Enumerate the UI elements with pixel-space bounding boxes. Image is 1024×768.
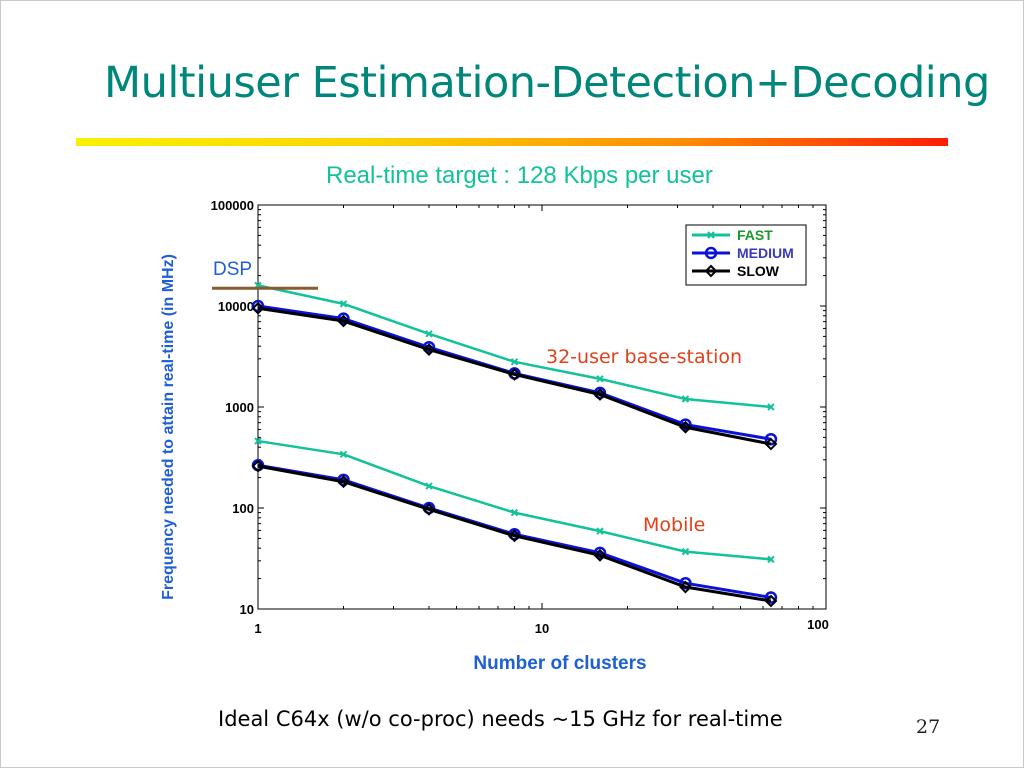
- y-tick-label: 1000: [225, 400, 254, 415]
- series-slow-base-station: [251, 301, 778, 451]
- marker-diamond: [422, 343, 436, 357]
- marker-stroke: [767, 403, 775, 411]
- legend-item-fast: FAST: [692, 227, 773, 243]
- x-tick-label: 10: [535, 621, 549, 636]
- marker-x: [425, 482, 433, 490]
- legend-label: FAST: [737, 227, 773, 243]
- marker-diamond: [337, 475, 350, 489]
- series-line: [257, 304, 772, 441]
- y-tick-label: 100000: [211, 198, 254, 213]
- marker-diamond: [251, 459, 265, 473]
- marker-x: [510, 508, 519, 517]
- series-slow-mobile: [251, 459, 778, 608]
- slide-title: Multiuser Estimation-Detection+Decoding: [104, 58, 990, 108]
- footnote: Ideal C64x (w/o co-proc) needs ~15 GHz f…: [218, 707, 783, 731]
- marker-stroke: [339, 300, 348, 308]
- annotations: DSP 32-user base-station Mobile: [212, 259, 742, 536]
- series-line: [257, 464, 772, 603]
- marker-x: [254, 437, 262, 445]
- marker-x: [767, 403, 775, 411]
- title-gradient-bar: [76, 138, 948, 146]
- marker-diamond: [679, 420, 692, 434]
- marker-x: [339, 300, 348, 308]
- marker-diamond: [508, 529, 521, 543]
- marker-x: [339, 450, 348, 459]
- marker-x: [510, 358, 519, 366]
- marker-stroke: [596, 527, 604, 535]
- marker-stroke: [425, 330, 433, 338]
- y-tick-label: 10000: [218, 299, 254, 314]
- base-station-label: 32-user base-station: [546, 346, 742, 368]
- marker-stroke: [339, 450, 348, 459]
- marker-x: [596, 375, 604, 383]
- marker-circle: [764, 591, 778, 604]
- y-axis-label: Frequency needed to attain real-time (in…: [160, 254, 177, 600]
- marker-diamond: [508, 368, 521, 381]
- series-medium-base-station: [251, 299, 778, 446]
- marker-circle: [251, 299, 265, 313]
- legend-label: SLOW: [737, 263, 780, 279]
- marker-diamond: [764, 594, 778, 608]
- marker-diamond: [593, 388, 607, 401]
- legend-item-medium: MEDIUM: [692, 245, 794, 261]
- marker-diamond: [422, 502, 436, 516]
- series-line: [257, 306, 772, 446]
- marker-circle: [764, 432, 778, 446]
- x-tick-label: 1: [254, 621, 261, 636]
- marker-diamond: [593, 548, 607, 562]
- marker-stroke: [510, 508, 519, 517]
- marker-stroke: [707, 231, 715, 239]
- marker-circle: [337, 312, 350, 325]
- legend-item-slow: SLOW: [692, 263, 780, 279]
- marker-diamond: [251, 301, 265, 315]
- dsp-label: DSP: [213, 259, 252, 280]
- y-tick-label: 10: [240, 602, 254, 617]
- marker-stroke: [767, 555, 775, 564]
- marker-circle: [704, 246, 718, 260]
- marker-diamond: [337, 314, 350, 328]
- marker-x: [707, 231, 715, 239]
- marker-stroke: [425, 482, 433, 490]
- marker-x: [425, 330, 433, 338]
- marker-stroke: [681, 395, 690, 403]
- marker-stroke: [510, 358, 519, 366]
- series-fast-base-station: [254, 281, 775, 411]
- marker-x: [681, 395, 690, 403]
- marker-diamond: [704, 264, 718, 278]
- page-number: 27: [916, 716, 941, 738]
- legend: FAST MEDIUM SLOW: [685, 224, 807, 286]
- marker-x: [767, 555, 775, 564]
- x-axis-label: Number of clusters: [473, 653, 646, 674]
- marker-x: [596, 527, 604, 535]
- marker-x: [681, 547, 690, 556]
- x-tick-label: 100: [807, 617, 829, 632]
- marker-diamond: [679, 580, 692, 594]
- mobile-label: Mobile: [643, 514, 705, 536]
- chart-title: Real-time target : 128 Kbps per user: [326, 162, 713, 189]
- y-tick-label: 100: [232, 501, 254, 516]
- series-layer: [251, 281, 778, 608]
- marker-diamond: [764, 437, 778, 451]
- marker-stroke: [254, 437, 262, 445]
- series-fast-mobile: [254, 437, 775, 564]
- legend-label: MEDIUM: [737, 245, 794, 261]
- marker-stroke: [596, 375, 604, 383]
- marker-stroke: [681, 547, 690, 556]
